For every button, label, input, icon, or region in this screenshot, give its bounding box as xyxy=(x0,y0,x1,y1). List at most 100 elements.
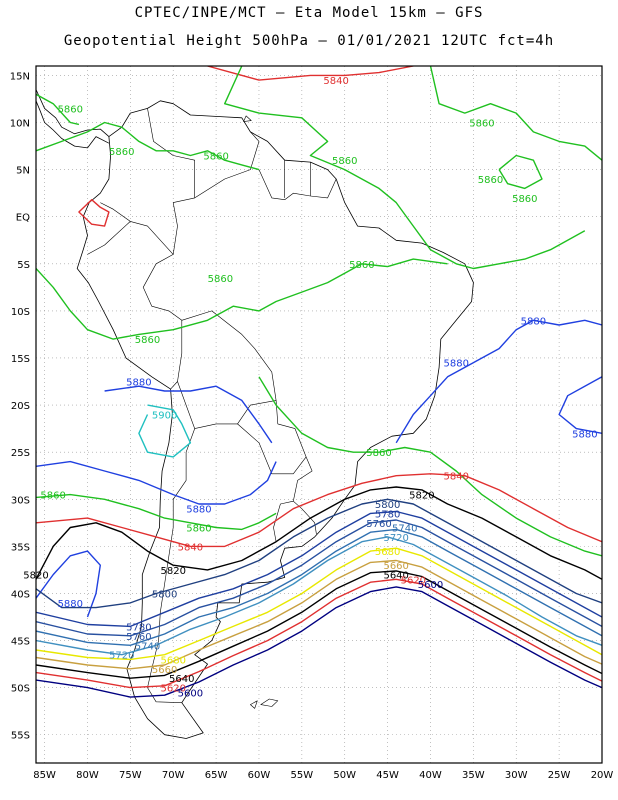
lat-label: 5N xyxy=(16,166,30,177)
latitude-labels: 15N 10N 5N EQ 5S 10S 15S 20S 25S 30S 35S 40S 45S 50S 5… xyxy=(10,71,30,741)
coastline-central-america xyxy=(36,89,110,137)
contour-label: 5720 xyxy=(383,533,408,544)
map-title-line-1: CPTEC/INPE/MCT – Eta Model 15km – GFS xyxy=(134,5,484,21)
caribbean-island xyxy=(105,43,120,50)
contour-label: 5860 xyxy=(40,491,65,502)
caribbean-island xyxy=(165,43,212,50)
contour-label: 5660 xyxy=(383,561,408,572)
contour-5880-ne-cell xyxy=(558,376,602,434)
country-border xyxy=(237,400,307,475)
country-border xyxy=(177,310,277,429)
contour-5860-south-a xyxy=(258,376,602,557)
contour-label: 5820 xyxy=(409,491,434,502)
contour-5880-mid xyxy=(104,385,273,444)
contour-label: 5620 xyxy=(401,575,426,586)
contour-5760 xyxy=(36,519,602,637)
contour-5860-mid xyxy=(36,258,448,340)
contour-label: 5860 xyxy=(203,151,228,162)
contour-label: 5900 xyxy=(152,411,177,422)
country-border xyxy=(258,169,337,200)
lat-label: 10N xyxy=(10,119,30,130)
lat-label: 40S xyxy=(11,589,30,600)
contour-5720 xyxy=(36,536,602,656)
country-border xyxy=(100,108,195,255)
contour-5900 xyxy=(138,404,192,458)
contour-label: 5860 xyxy=(469,119,494,130)
contour-label: 5880 xyxy=(186,505,211,516)
island xyxy=(250,700,258,709)
contour-5640 xyxy=(36,570,602,679)
lat-label: 20S xyxy=(11,401,30,412)
country-border xyxy=(147,428,195,703)
contour-label: 5860 xyxy=(208,274,233,285)
contour-label: 5780 xyxy=(126,622,151,633)
lon-label: 50W xyxy=(333,770,356,781)
contour-5660 xyxy=(36,559,602,670)
country-border xyxy=(87,221,131,255)
contour-label: 5840 xyxy=(443,472,468,483)
map-frame xyxy=(35,65,603,764)
lat-label: 5S xyxy=(17,260,30,271)
contour-5680 xyxy=(36,547,602,661)
contour-label: 5800 xyxy=(152,589,177,600)
contour-label: 5640 xyxy=(169,674,194,685)
lon-label: 65W xyxy=(205,770,228,781)
contour-5860-nw xyxy=(36,93,80,126)
lon-label: 35W xyxy=(462,770,485,781)
contour-label: 5620 xyxy=(160,684,185,695)
lon-label: 85W xyxy=(33,770,56,781)
contour-layer xyxy=(36,43,602,739)
contour-label: 5860 xyxy=(186,524,211,535)
lon-label: 75W xyxy=(119,770,142,781)
coastline xyxy=(76,100,474,739)
contour-labels: 5840 5860 5860 5860 5860 5860 5860 5860 5860 5860… xyxy=(23,76,597,699)
lon-label: 80W xyxy=(76,770,99,781)
lon-label: 45W xyxy=(376,770,399,781)
contour-label: 5840 xyxy=(178,542,203,553)
contour-label: 5880 xyxy=(572,429,597,440)
contour-5800 xyxy=(36,498,602,609)
contour-label: 5860 xyxy=(512,194,537,205)
contour-5600 xyxy=(36,586,602,698)
contour-5880-east xyxy=(395,319,602,444)
contour-5840-north xyxy=(207,66,414,81)
lat-label: 50S xyxy=(11,684,30,695)
island xyxy=(260,698,279,707)
lon-label: 20W xyxy=(591,770,614,781)
contour-label: 5720 xyxy=(109,651,134,662)
lon-label: 30W xyxy=(505,770,528,781)
lon-label: 70W xyxy=(162,770,185,781)
contour-5740 xyxy=(36,528,602,646)
contour-label: 5820 xyxy=(160,566,185,577)
lon-label: 60W xyxy=(248,770,271,781)
contour-label: 5860 xyxy=(349,260,374,271)
contour-label: 5860 xyxy=(366,448,391,459)
lat-label: 35S xyxy=(11,542,30,553)
contour-5840-cell xyxy=(78,199,110,227)
lon-label: 55W xyxy=(291,770,314,781)
contour-5840-south xyxy=(36,473,602,548)
contour-5820 xyxy=(36,486,602,580)
contour-label: 5740 xyxy=(135,641,160,652)
contour-label: 5860 xyxy=(109,147,134,158)
contour-label: 5880 xyxy=(521,316,546,327)
contour-label: 5740 xyxy=(392,524,417,535)
contour-5620 xyxy=(36,578,602,689)
lat-label: EQ xyxy=(16,213,30,224)
contour-label: 5860 xyxy=(478,175,503,186)
contour-5780 xyxy=(36,510,602,628)
contour-5860-north-b xyxy=(36,121,260,171)
lat-label: 15N xyxy=(10,71,30,82)
contour-label: 5660 xyxy=(152,665,177,676)
contour-5860-north-a xyxy=(224,66,586,270)
contour-label: 5600 xyxy=(418,580,443,591)
contour-label: 5780 xyxy=(375,509,400,520)
contour-label: 5680 xyxy=(375,547,400,558)
country-border xyxy=(194,131,260,199)
coastline-pacific-isthmus xyxy=(36,100,110,149)
contour-label: 5600 xyxy=(178,688,203,699)
contour-label: 5860 xyxy=(135,335,160,346)
contour-label: 5840 xyxy=(323,76,348,87)
contour-label: 5800 xyxy=(375,500,400,511)
